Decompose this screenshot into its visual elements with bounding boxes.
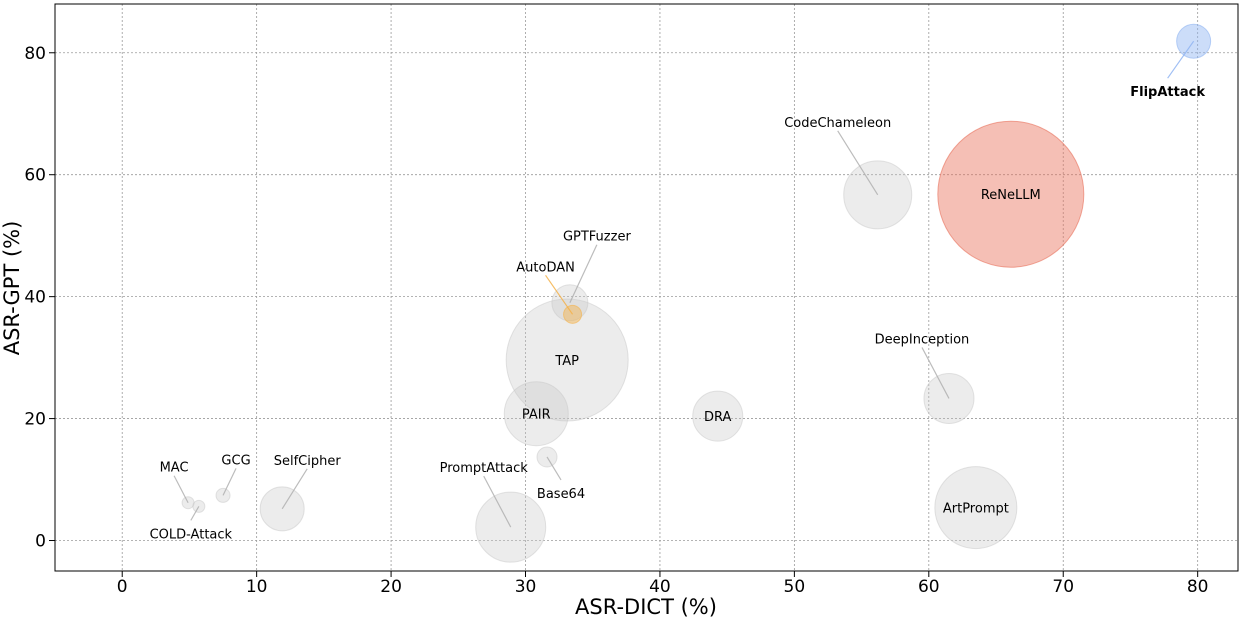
x-tick-label: 70 [1052,577,1074,597]
x-tick-label: 40 [649,577,671,597]
x-tick-label: 0 [117,577,128,597]
leader-line [190,506,200,521]
leader-line [569,244,598,303]
point-label-gptfuzzer: GPTFuzzer [563,230,632,245]
bubble-dra [692,390,744,442]
point-label-mac: MAC [160,461,189,476]
x-axis-label: ASR-DICT (%) [575,595,717,619]
x-tick-label: 50 [784,577,806,597]
leader-line [173,475,189,503]
leader-line [483,475,512,528]
point-label-dra: DRA [704,410,732,425]
point-label-artprompt: ArtPrompt [943,502,1009,517]
y-axis-label: ASR-GPT (%) [0,221,24,356]
point-label-pair: PAIR [522,408,551,423]
point-label-flipattack: FlipAttack [1130,85,1205,100]
x-tick-label: 10 [246,577,268,597]
point-label-autodan: AutoDAN [516,260,575,275]
point-label-cold-attack: COLD-Attack [150,527,233,542]
plot-frame [54,3,1239,572]
point-label-selfcipher: SelfCipher [274,454,342,469]
y-tick-label: 60 [24,166,46,186]
point-label-base64: Base64 [537,487,585,502]
leader-line [222,468,237,496]
x-tick-label: 20 [380,577,402,597]
y-tick-label: 80 [24,44,46,64]
leader-line [837,130,879,196]
y-tick-label: 0 [35,532,46,552]
x-tick-label: 80 [1187,577,1209,597]
point-label-deepinception: DeepInception [875,332,970,347]
point-label-gcg: GCG [221,453,250,468]
point-label-promptattack: PromptAttack [440,461,529,476]
bubble-pair [503,381,569,447]
leader-line [281,468,308,510]
point-label-renellm: ReNeLLM [981,188,1041,203]
point-label-codechameleon: CodeChameleon [784,116,891,131]
x-tick-label: 30 [515,577,537,597]
y-tick-label: 20 [24,410,46,430]
leader-line [546,456,562,481]
bubble-artprompt [934,466,1018,550]
x-tick-label: 60 [918,577,940,597]
bubble-renellm [937,120,1085,268]
leader-line [545,274,574,315]
point-label-tap: TAP [554,354,579,369]
leader-line [1167,40,1195,79]
leader-line [921,347,950,399]
y-tick-label: 40 [24,288,46,308]
